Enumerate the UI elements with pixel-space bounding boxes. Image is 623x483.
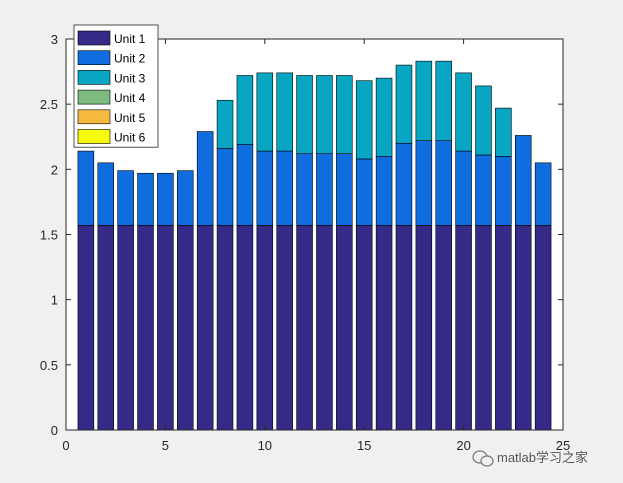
bar-series-2-x-9 (236, 144, 254, 226)
legend-swatch-2 (77, 50, 111, 66)
bar-series-3-x-9 (236, 75, 254, 145)
bar-series-2-x-21 (475, 154, 492, 226)
bar-series-3-x-21 (475, 85, 492, 156)
axes-group: 0 5 10 15 20 25 0 0.5 1 1.5 2 2.5 3 (40, 32, 570, 453)
legend-label-3: Unit 3 (114, 71, 146, 85)
watermark: matlab学习之家 (472, 450, 588, 467)
bar-series-3-x-15 (355, 80, 373, 160)
bar-series-2-x-23 (514, 135, 532, 226)
y-tick-label: 0.5 (40, 358, 58, 373)
bar-series-3-x-16 (375, 77, 393, 157)
legend-label-5: Unit 5 (114, 111, 146, 125)
x-tick-label: 15 (357, 438, 371, 453)
bar-series-1-x-13 (316, 225, 333, 431)
bar-series-1-x-8 (216, 225, 234, 431)
legend-label-4: Unit 4 (114, 91, 146, 105)
bar-series-2-x-7 (196, 131, 214, 226)
bar-series-2-x-13 (316, 153, 333, 226)
bar-series-1-x-19 (435, 225, 452, 431)
bar-series-3-x-13 (316, 75, 333, 154)
legend-swatch-6 (77, 129, 111, 144)
bar-series-1-x-10 (256, 225, 274, 431)
bar-series-2-x-5 (157, 172, 174, 226)
bar-series-2-x-17 (395, 142, 413, 226)
y-tick-label: 1.5 (40, 228, 58, 243)
bar-series-2-x-16 (375, 156, 393, 226)
bar-series-1-x-7 (196, 225, 214, 431)
bar-series-2-x-8 (216, 148, 234, 226)
y-tick-label: 3 (51, 32, 58, 47)
bar-series-3-x-18 (415, 60, 433, 141)
bar-series-2-x-10 (256, 150, 274, 226)
bar-series-1-x-15 (355, 225, 373, 431)
bar-series-2-x-20 (455, 150, 472, 226)
bar-series-1-x-1 (77, 225, 95, 431)
watermark-text: matlab学习之家 (497, 450, 588, 465)
bar-series-3-x-22 (495, 107, 512, 157)
bar-series-3-x-17 (395, 64, 413, 144)
bar-series-1-x-23 (514, 225, 532, 431)
bar-series-2-x-1 (77, 150, 95, 226)
bar-series-3-x-12 (296, 75, 313, 154)
bar-series-1-x-24 (534, 225, 552, 431)
bar-series-2-x-14 (336, 153, 353, 226)
bar-series-2-x-19 (435, 140, 452, 226)
bar-series-1-x-6 (177, 225, 194, 431)
bar-series-3-x-11 (276, 72, 293, 152)
bar-series-1-x-21 (475, 225, 492, 431)
legend-box (73, 24, 159, 148)
bar-series-2-x-2 (97, 162, 115, 226)
bar-series-3-x-19 (435, 60, 452, 141)
x-tick-label: 5 (162, 438, 169, 453)
x-tick-label: 25 (556, 438, 570, 453)
bar-series-1-x-5 (157, 225, 174, 431)
bar-series-2-x-18 (415, 140, 433, 226)
bar-series-1-x-17 (395, 225, 413, 431)
bar-series-3-x-14 (336, 75, 353, 154)
y-tick-label: 1 (51, 293, 58, 308)
bar-series-1-x-2 (97, 225, 115, 431)
bar-series-2-x-22 (495, 156, 512, 226)
bar-series-2-x-11 (276, 150, 293, 226)
bar-series-1-x-14 (336, 225, 353, 431)
legend-swatch-5 (77, 109, 111, 125)
bar-series-2-x-15 (355, 158, 373, 226)
legend-label-6: Unit 6 (114, 131, 146, 145)
bar-series-1-x-16 (375, 225, 393, 431)
bar-series-3-x-20 (455, 72, 472, 152)
legend-swatch-1 (77, 30, 111, 46)
bar-series-2-x-3 (117, 170, 134, 226)
bar-series-1-x-12 (296, 225, 313, 431)
y-tick-label: 2 (51, 162, 58, 177)
bar-series-1-x-20 (455, 225, 472, 431)
legend-swatch-4 (77, 89, 111, 105)
legend-swatch-3 (77, 70, 111, 85)
bar-series-2-x-4 (137, 172, 154, 226)
bar-series-2-x-24 (534, 162, 552, 226)
bar-series-2-x-6 (177, 170, 194, 226)
wechat-icon (472, 450, 494, 467)
bar-series-1-x-4 (137, 225, 154, 431)
legend: Unit 1 Unit 2 Unit 3 Unit 4 Unit 5 Unit 6 (73, 24, 159, 148)
bar-series-3-x-8 (216, 99, 234, 149)
x-tick-label: 20 (456, 438, 470, 453)
x-tick-label: 0 (62, 438, 69, 453)
bar-series-3-x-10 (256, 72, 274, 152)
bar-series-2-x-12 (296, 153, 313, 226)
legend-label-1: Unit 1 (114, 32, 146, 46)
legend-label-2: Unit 2 (114, 52, 146, 66)
y-tick-label: 0 (51, 423, 58, 438)
bar-series-1-x-9 (236, 225, 254, 431)
bar-series-1-x-3 (117, 225, 134, 431)
bar-series-1-x-11 (276, 225, 293, 431)
bar-series-1-x-22 (495, 225, 512, 431)
x-tick-label: 10 (258, 438, 272, 453)
bar-series-1-x-18 (415, 225, 433, 431)
y-tick-label: 2.5 (40, 97, 58, 112)
